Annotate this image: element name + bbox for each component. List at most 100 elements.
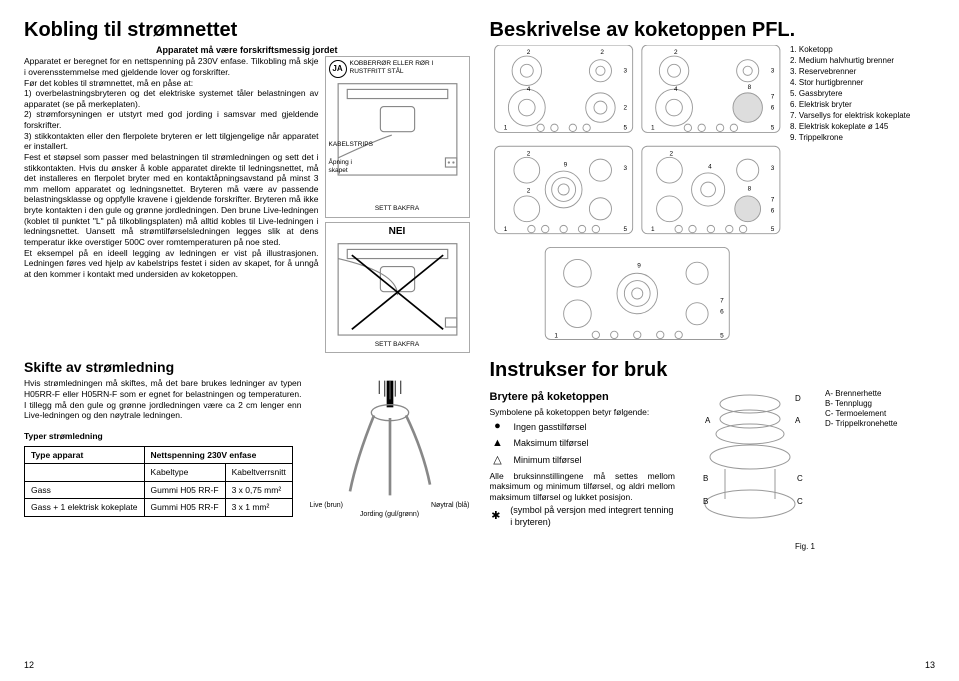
wire-figure: Live (brun) Nøytral (blå) Jording (gul/g… (310, 378, 470, 519)
label-kabelstrips: KABELSTRIPS (329, 141, 369, 149)
label-sett-bakfra-2: SETT BAKFRA (329, 341, 466, 349)
burner-a: A- Brennerhette (825, 389, 935, 399)
td-gass-type: Gummi H05 RR-F (144, 481, 225, 499)
svg-text:6: 6 (770, 104, 774, 111)
legend-2: 2. Medium halvhurtig brenner (790, 56, 935, 66)
svg-text:9: 9 (637, 263, 641, 270)
cabinet-figures: JA KOBBERRØR ELLER RØR I RUSTFRITT STÅL … (325, 56, 470, 353)
svg-text:3: 3 (623, 165, 627, 172)
svg-text:8: 8 (747, 84, 751, 91)
hob-legend: 1. Koketopp 2. Medium halvhurtig brenner… (790, 45, 935, 352)
svg-text:4: 4 (708, 163, 712, 170)
svg-text:2: 2 (526, 150, 530, 157)
sym-row-min: △ Minimum tilførsel (490, 454, 676, 468)
flame-min-icon: △ (490, 454, 506, 468)
cabinet-nei-svg (329, 238, 466, 341)
svg-text:4: 4 (526, 86, 530, 93)
td-kabeltverr-h: Kabeltverrsnitt (225, 464, 292, 482)
svg-text:2: 2 (526, 187, 530, 194)
fig1-label: Fig. 1 (685, 542, 815, 552)
svg-text:5: 5 (770, 125, 774, 132)
svg-text:2: 2 (526, 49, 530, 56)
burner-c: C- Termoelement (825, 409, 935, 419)
heading-beskrivelse: Beskrivelse av koketoppen PFL. (490, 18, 936, 43)
td-empty (25, 464, 145, 482)
page-left: Kobling til strømnettet Apparatet må vær… (24, 18, 470, 671)
svg-text:5: 5 (623, 226, 627, 233)
svg-text:2: 2 (623, 104, 627, 111)
label-opening: Åpning i skapet (329, 159, 369, 175)
page-number-left: 12 (24, 660, 34, 671)
page-right: Beskrivelse av koketoppen PFL. 2 2 3 2 1 4 … (490, 18, 936, 671)
svg-text:5: 5 (720, 333, 724, 340)
svg-text:B: B (703, 474, 708, 483)
td-kabeltype-h: Kabeltype (144, 464, 225, 482)
sym-row-max: ▲ Maksimum tilførsel (490, 437, 676, 451)
burner-d: D- Trippelkronehette (825, 419, 935, 429)
svg-text:C: C (797, 474, 803, 483)
svg-text:1: 1 (503, 125, 507, 132)
svg-text:3: 3 (770, 68, 774, 75)
svg-text:D: D (795, 394, 801, 403)
heading-instrukser: Instrukser for bruk (490, 358, 936, 383)
svg-text:6: 6 (720, 309, 724, 316)
flame-max-icon: ▲ (490, 437, 506, 451)
svg-text:1: 1 (554, 333, 558, 340)
svg-text:1: 1 (651, 226, 655, 233)
svg-text:C: C (797, 497, 803, 506)
td-gassel: Gass + 1 elektrisk kokeplate (25, 499, 145, 517)
legend-7: 7. Varsellys for elektrisk kokeplate (790, 111, 935, 121)
subheading-earthed: Apparatet må være forskriftsmessig jorde… (24, 45, 470, 56)
svg-text:A: A (795, 416, 801, 425)
dot-icon: ● (490, 420, 506, 434)
legend-9: 9. Trippelkrone (790, 133, 935, 143)
heading-kobling: Kobling til strømnettet (24, 18, 470, 43)
burner-exploded: D A A C B C B Fig. 1 (685, 389, 815, 552)
td-gassel-type: Gummi H05 RR-F (144, 499, 225, 517)
th-voltage: Nettspenning 230V enfase (144, 446, 292, 464)
th-type-apparat: Type apparat (25, 446, 145, 464)
sym-row-none: ● Ingen gasstilførsel (490, 420, 676, 434)
sym-row-ign: ✱ (symbol på versjon med integrert tenni… (490, 505, 676, 528)
svg-text:9: 9 (563, 161, 567, 168)
instr-text: Alle bruksinnstillingene må settes mello… (490, 471, 676, 503)
svg-text:7: 7 (770, 93, 774, 100)
skifte-paragraph: Hvis strømledningen må skiftes, må det b… (24, 378, 302, 519)
nei-badge: NEI (329, 226, 466, 239)
label-copper-pipe: KOBBERRØR ELLER RØR I RUSTFRITT STÅL (350, 60, 466, 76)
svg-text:6: 6 (770, 207, 774, 214)
sym-none: Ingen gasstilførsel (514, 422, 587, 433)
svg-text:A: A (705, 416, 711, 425)
burner-b: B- Tennplugg (825, 399, 935, 409)
heading-skifte: Skifte av strømledning (24, 359, 470, 377)
svg-text:1: 1 (651, 125, 655, 132)
page-number-right: 13 (925, 660, 935, 671)
ja-badge: JA (329, 60, 347, 78)
svg-text:8: 8 (747, 185, 751, 192)
svg-text:7: 7 (720, 298, 724, 305)
figure-ja: JA KOBBERRØR ELLER RØR I RUSTFRITT STÅL … (325, 56, 470, 217)
burner-legend: A- Brennerhette B- Tennplugg C- Termoele… (825, 389, 935, 552)
types-heading: Typer strømledning (24, 431, 302, 442)
hob-svg: 2 2 3 2 1 4 5 2 3 1 4 7 6 5 8 (490, 45, 785, 349)
td-gass-sect: 3 x 0,75 mm² (225, 481, 292, 499)
wire-live-label: Live (brun) (310, 502, 343, 511)
svg-text:3: 3 (770, 165, 774, 172)
svg-text:3: 3 (623, 68, 627, 75)
cable-table: Type apparat Nettspenning 230V enfase Ka… (24, 446, 293, 518)
hob-diagrams: 2 2 3 2 1 4 5 2 3 1 4 7 6 5 8 (490, 45, 785, 352)
wire-neutral-label: Nøytral (blå) (431, 502, 470, 511)
wire-svg (310, 378, 470, 498)
svg-text:2: 2 (669, 150, 673, 157)
legend-3: 3. Reservebrenner (790, 67, 935, 77)
svg-text:5: 5 (770, 226, 774, 233)
td-gassel-sect: 3 x 1 mm² (225, 499, 292, 517)
burner-svg: D A A C B C B (685, 389, 815, 539)
svg-text:1: 1 (503, 226, 507, 233)
sym-min: Minimum tilførsel (514, 455, 582, 466)
figure-nei: NEI SETT BAKFRA (325, 222, 470, 353)
sym-intro: Symbolene på koketoppen betyr følgende: (490, 407, 676, 418)
svg-text:7: 7 (770, 196, 774, 203)
sym-ign: (symbol på versjon med integrert tenning… (510, 505, 675, 528)
main-paragraph: Apparatet er beregnet for en nettspennin… (24, 56, 319, 353)
